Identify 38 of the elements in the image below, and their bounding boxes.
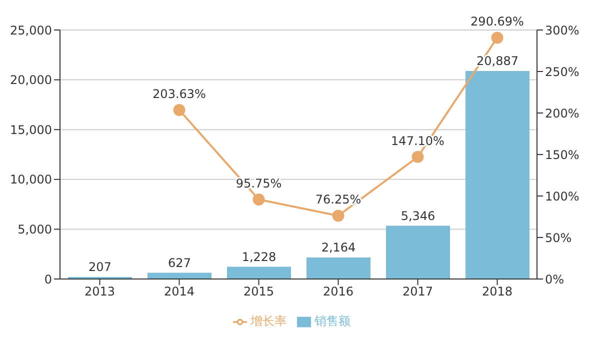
y2-tick-label: 150% [545,148,580,162]
bar [386,226,450,279]
x-tick-label: 2013 [84,284,116,299]
x-tick-label: 2016 [322,284,354,299]
x-tick-label: 2017 [402,284,434,299]
x-tick-label: 2014 [164,284,195,299]
x-tick-label: 2018 [482,284,513,299]
point [412,150,424,163]
bar [306,257,370,279]
point [491,32,504,44]
y2-tick-label: 0% [545,272,564,286]
y-tick-label: 5,000 [18,222,52,236]
y2-tick-label: 300% [545,23,580,38]
bar [227,266,291,279]
y-tick-label: 0 [44,272,52,286]
y-tick-label: 20,000 [10,73,52,88]
y2-tick-label: 100% [545,189,580,204]
data-label: 203.63% [152,86,206,101]
data-label: 5,346 [400,208,436,223]
data-label: 1,228 [242,250,276,264]
data-label: 627 [168,256,191,270]
y2-tick-label: 50% [545,230,572,245]
y2-tick-label: 250% [545,64,580,79]
data-label: 2,164 [321,240,356,254]
y-tick-label: 25,000 [10,23,52,38]
data-label: 207 [88,260,112,274]
data-label: 290.69% [470,14,524,29]
point [332,210,344,222]
bar [466,70,530,279]
point [252,194,265,206]
point [173,104,186,116]
x-tick-label: 2015 [243,284,274,299]
y2-tick-label: 200% [545,106,580,120]
legend-label: 销售额 [314,314,350,328]
y-tick-label: 15,000 [10,122,52,137]
data-label: 76.25% [315,192,362,207]
legend-label: 增长率 [250,314,286,328]
y-tick-label: 10,000 [10,172,52,187]
